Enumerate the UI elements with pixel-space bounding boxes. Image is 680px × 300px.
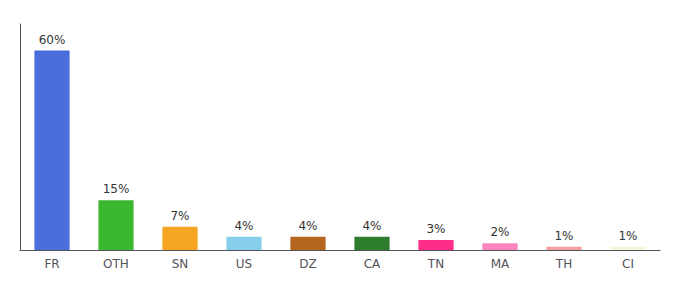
svg-text:MA: MA	[491, 257, 510, 271]
svg-text:7%: 7%	[170, 209, 189, 223]
svg-text:15%: 15%	[103, 182, 130, 196]
svg-text:TH: TH	[555, 257, 572, 271]
svg-text:TN: TN	[427, 257, 444, 271]
svg-text:4%: 4%	[362, 219, 381, 233]
svg-text:SN: SN	[172, 257, 189, 271]
svg-text:4%: 4%	[234, 219, 253, 233]
svg-text:4%: 4%	[298, 219, 317, 233]
svg-text:OTH: OTH	[103, 257, 129, 271]
svg-text:1%: 1%	[618, 229, 637, 243]
svg-text:3%: 3%	[426, 222, 445, 236]
svg-text:2%: 2%	[490, 225, 509, 239]
svg-text:US: US	[236, 257, 252, 271]
svg-text:CI: CI	[622, 257, 634, 271]
svg-text:CA: CA	[364, 257, 381, 271]
svg-text:DZ: DZ	[299, 257, 316, 271]
svg-text:60%: 60%	[39, 33, 66, 47]
svg-text:FR: FR	[44, 257, 59, 271]
svg-text:1%: 1%	[554, 229, 573, 243]
